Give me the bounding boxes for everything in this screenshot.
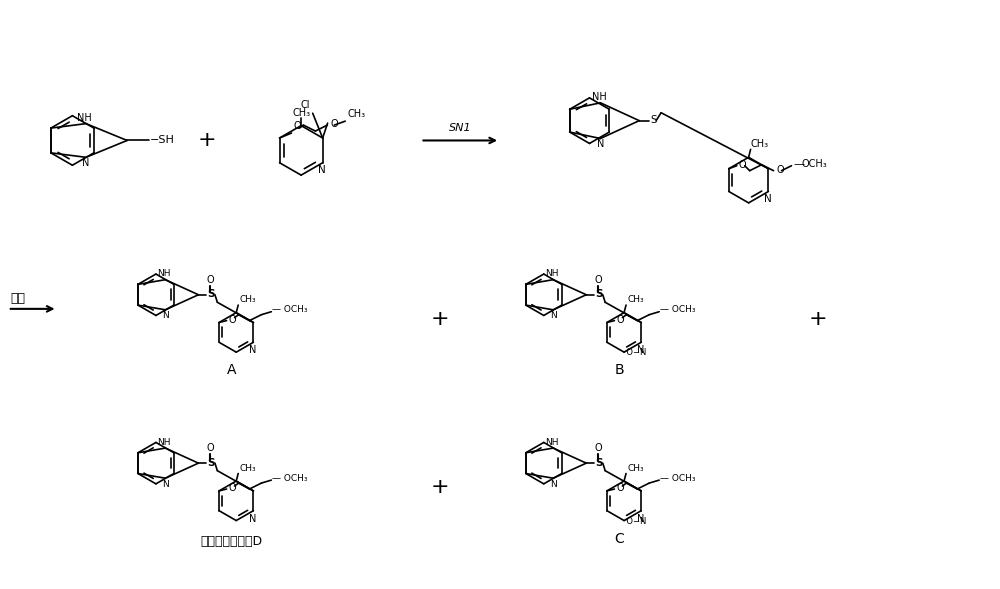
Text: NH: NH <box>592 92 607 102</box>
Text: — OCH₃: — OCH₃ <box>660 305 696 314</box>
Text: S: S <box>595 458 602 468</box>
Text: N: N <box>318 165 326 175</box>
Text: NH: NH <box>77 112 91 123</box>
Text: N: N <box>637 514 644 524</box>
Text: O: O <box>294 121 301 131</box>
Text: O: O <box>594 275 602 285</box>
Text: B: B <box>615 363 624 378</box>
Text: N: N <box>550 479 557 489</box>
Text: S: S <box>595 289 602 299</box>
Text: N: N <box>764 194 771 204</box>
Text: C: C <box>614 532 624 546</box>
Text: O: O <box>616 483 624 493</box>
Text: OCH₃: OCH₃ <box>801 159 827 168</box>
Text: N: N <box>162 479 169 489</box>
Text: N: N <box>637 345 644 355</box>
Text: O: O <box>777 165 784 175</box>
Text: N: N <box>249 345 256 355</box>
Text: +: + <box>431 477 450 497</box>
Text: ⁻O−N: ⁻O−N <box>622 517 646 525</box>
Text: S: S <box>207 289 214 299</box>
Text: N: N <box>550 312 557 320</box>
Text: O: O <box>594 444 602 454</box>
Text: +: + <box>197 131 216 150</box>
Text: O: O <box>207 444 214 454</box>
Text: S: S <box>207 458 214 468</box>
Text: ⁻O−N: ⁻O−N <box>622 348 646 357</box>
Text: NH: NH <box>545 269 559 278</box>
Text: A: A <box>227 363 236 378</box>
Text: O: O <box>229 315 236 325</box>
Text: CH₃: CH₃ <box>292 108 310 118</box>
Text: NH: NH <box>158 269 171 278</box>
Text: +: + <box>431 309 450 329</box>
Text: O: O <box>207 275 214 285</box>
Text: N: N <box>162 312 169 320</box>
Text: NH: NH <box>158 438 171 446</box>
Text: CH₃: CH₃ <box>627 464 644 472</box>
Text: O: O <box>616 315 624 325</box>
Text: N: N <box>82 158 90 168</box>
Text: +: + <box>809 309 828 329</box>
Text: —: — <box>793 159 805 168</box>
Text: CH₃: CH₃ <box>239 464 256 472</box>
Text: CH₃: CH₃ <box>347 109 365 119</box>
Text: N: N <box>249 514 256 524</box>
Text: NH: NH <box>545 438 559 446</box>
Text: CH₃: CH₃ <box>239 295 256 304</box>
Text: O: O <box>229 483 236 493</box>
Text: Cl: Cl <box>300 100 310 110</box>
Text: SN1: SN1 <box>449 123 472 133</box>
Text: — OCH₃: — OCH₃ <box>272 305 308 314</box>
Text: −SH: −SH <box>149 135 174 145</box>
Text: S: S <box>651 115 657 125</box>
Text: — OCH₃: — OCH₃ <box>660 474 696 482</box>
Text: O: O <box>739 160 746 170</box>
Text: 雷贝拉唑相关物D: 雷贝拉唑相关物D <box>200 535 263 548</box>
Text: O: O <box>330 119 338 129</box>
Text: CH₃: CH₃ <box>751 140 769 150</box>
Text: N: N <box>597 140 604 150</box>
Text: CH₃: CH₃ <box>627 295 644 304</box>
Text: 氧化: 氧化 <box>10 293 25 306</box>
Text: — OCH₃: — OCH₃ <box>272 474 308 482</box>
